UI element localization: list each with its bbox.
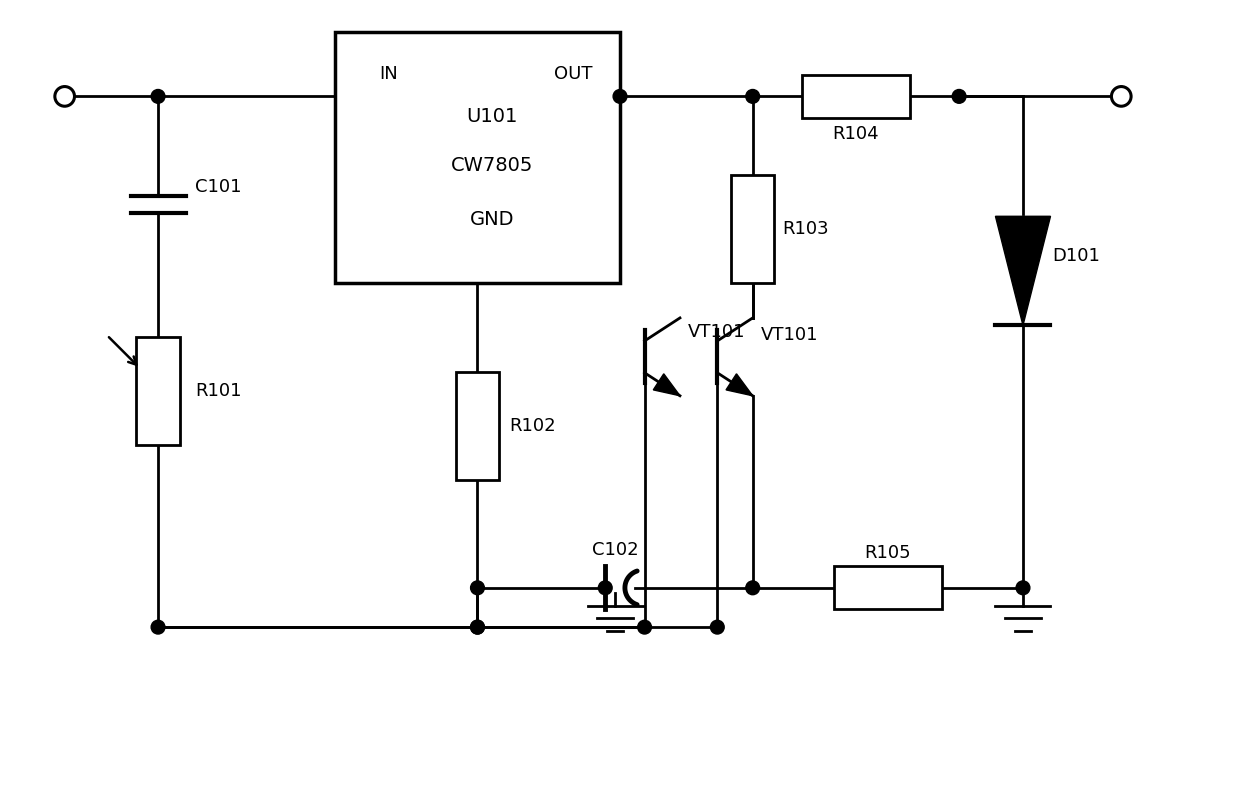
- Text: CW7805: CW7805: [451, 156, 533, 174]
- Circle shape: [1016, 581, 1030, 594]
- Text: C101: C101: [196, 178, 242, 195]
- Bar: [335, 32, 620, 283]
- Circle shape: [471, 620, 485, 634]
- Text: VT101: VT101: [688, 324, 745, 341]
- Bar: [456, 371, 500, 480]
- Text: R105: R105: [864, 544, 911, 562]
- Text: D101: D101: [1053, 247, 1100, 265]
- Circle shape: [151, 620, 165, 634]
- Circle shape: [471, 620, 485, 634]
- Text: R101: R101: [196, 382, 242, 401]
- Text: OUT: OUT: [553, 65, 591, 83]
- Text: R102: R102: [508, 417, 556, 435]
- Bar: [802, 75, 910, 118]
- Text: VT101: VT101: [760, 326, 818, 344]
- Text: R103: R103: [782, 220, 828, 238]
- Polygon shape: [653, 374, 680, 396]
- Circle shape: [613, 89, 627, 103]
- Circle shape: [745, 581, 760, 594]
- Circle shape: [745, 89, 760, 103]
- Circle shape: [952, 89, 966, 103]
- Polygon shape: [996, 217, 1050, 325]
- Text: GND: GND: [470, 210, 515, 229]
- Text: U101: U101: [466, 106, 518, 126]
- Circle shape: [599, 581, 613, 594]
- Circle shape: [151, 89, 165, 103]
- Text: R104: R104: [832, 125, 879, 143]
- Bar: [732, 175, 774, 283]
- Bar: [136, 337, 180, 445]
- Text: C102: C102: [591, 542, 639, 560]
- Bar: [833, 566, 942, 609]
- Text: IN: IN: [379, 65, 398, 83]
- Polygon shape: [727, 374, 753, 396]
- Circle shape: [471, 581, 485, 594]
- Circle shape: [637, 620, 651, 634]
- Circle shape: [711, 620, 724, 634]
